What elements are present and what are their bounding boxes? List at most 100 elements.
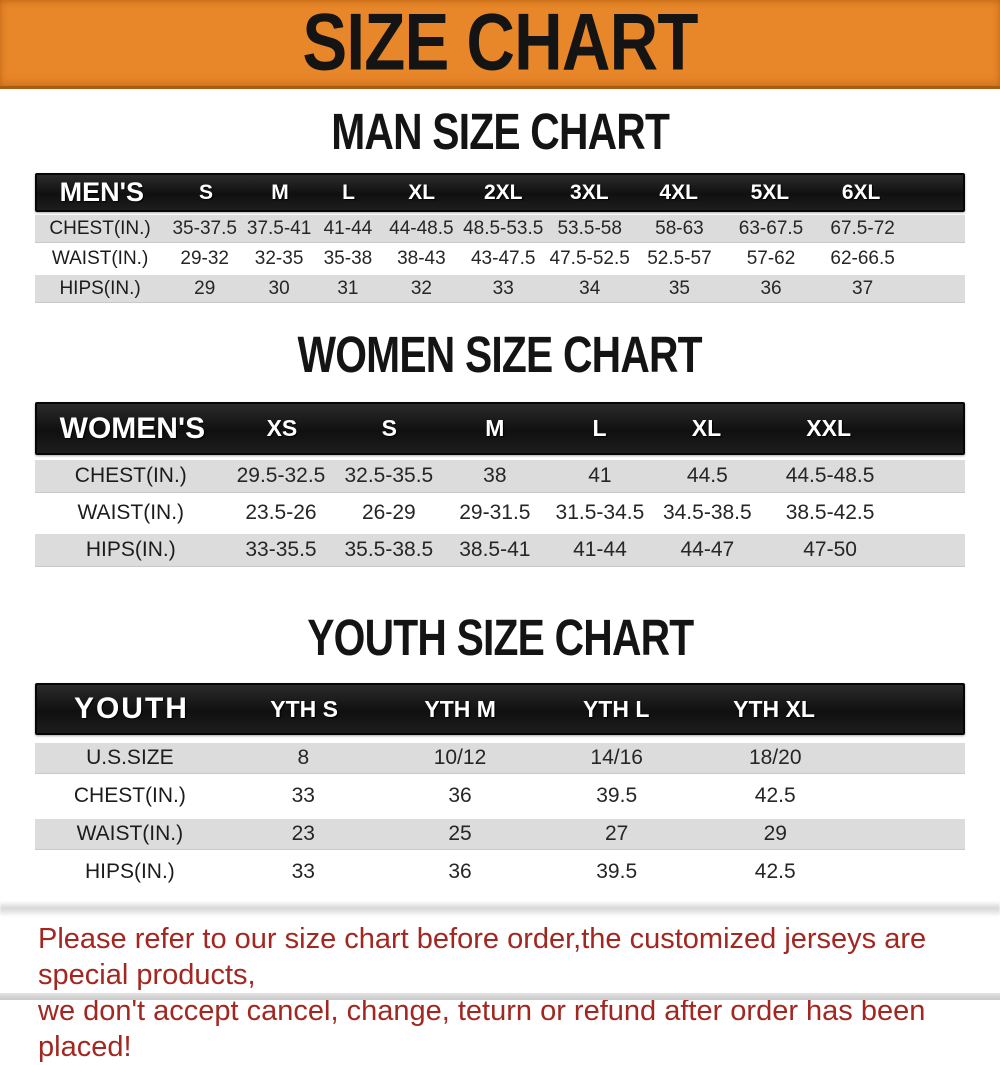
- size-value: 58-63: [655, 217, 704, 239]
- men-chart-title-text: MAN SIZE CHART: [331, 103, 670, 160]
- size-value: 44.5: [686, 464, 728, 487]
- youth-table-header-row: YOUTH YTH S YTH M YTH L YTH XL: [35, 683, 965, 735]
- men-column-header: S: [198, 180, 213, 204]
- men-column-header: XL: [408, 180, 436, 204]
- size-value: 62-66.5: [830, 247, 895, 269]
- size-value: 35-37.5: [172, 217, 237, 239]
- size-value: 37: [852, 277, 874, 299]
- size-value: 31.5-34.5: [555, 501, 645, 524]
- youth-chart-title-text: YOUTH SIZE CHART: [306, 609, 694, 666]
- size-value: 67.5-72: [830, 217, 895, 239]
- men-size-table: MEN'S S M L XL 2XL 3XL 4XL 5XL 6XL CHEST(IN.) 35-37…: [35, 173, 965, 302]
- men-row-waist-in.: WAIST(IN.) 29-32 32-35 35-38 38-43 43-47.5 47.…: [35, 245, 965, 272]
- youth-group-label: YOUTH: [73, 692, 189, 725]
- women-chart-title-text: WOMEN SIZE CHART: [297, 326, 703, 383]
- measurement-label: WAIST(IN.): [77, 501, 185, 524]
- size-chart-banner: SIZE CHART: [0, 0, 1000, 89]
- size-value: 18/20: [748, 746, 802, 769]
- women-column-header: XXL: [806, 415, 852, 441]
- size-value: 44-47: [680, 538, 735, 561]
- men-column-header: 6XL: [841, 180, 881, 204]
- measurement-label: HIPS(IN.): [59, 277, 141, 299]
- size-value: 33: [492, 277, 514, 299]
- women-chart-title: WOMEN SIZE CHART: [0, 326, 1000, 383]
- youth-size-chart-section: YOUTH SIZE CHART YOUTH YTH S YTH M YTH L YTH…: [0, 609, 1000, 887]
- size-value: 34: [579, 277, 601, 299]
- size-value: 32: [410, 277, 432, 299]
- size-value: 63-67.5: [738, 217, 804, 239]
- size-value: 38.5-42.5: [785, 501, 875, 524]
- youth-size-table: YOUTH YTH S YTH M YTH L YTH XL U.S.SIZE 8 10/12…: [35, 683, 965, 887]
- size-value: 36: [760, 277, 782, 299]
- size-value: 29-32: [180, 247, 230, 269]
- size-value: 57-62: [746, 247, 796, 269]
- youth-row-u.s.size: U.S.SIZE 8 10/12 14/16 18/20: [35, 743, 965, 773]
- women-column-header: M: [485, 415, 505, 441]
- size-value: 33: [291, 784, 315, 807]
- youth-row-chest-in.: CHEST(IN.) 33 36 39.5 42.5: [35, 781, 965, 811]
- banner-title: SIZE CHART: [302, 0, 698, 88]
- size-value: 35.5-38.5: [344, 538, 434, 561]
- men-column-header: 2XL: [483, 180, 523, 204]
- men-row-hips-in.: HIPS(IN.) 29 30 31 32 33 34 35 36 37: [35, 275, 965, 302]
- measurement-label: CHEST(IN.): [74, 464, 187, 487]
- men-size-chart-section: MAN SIZE CHART MEN'S S M L XL 2XL 3XL 4XL 5XL 6XL…: [0, 103, 1000, 302]
- table-reflection-band: [0, 901, 1000, 917]
- measurement-label: CHEST(IN.): [49, 217, 151, 239]
- size-value: 29: [194, 277, 216, 299]
- size-value: 48.5-53.5: [463, 217, 544, 239]
- measurement-label: CHEST(IN.): [73, 784, 186, 807]
- disclaimer-line-2: we don't accept cancel, change, teturn o…: [38, 995, 926, 1063]
- size-value: 41-44: [573, 538, 627, 561]
- size-value: 38-43: [397, 247, 446, 269]
- men-table-header-row: MEN'S S M L XL 2XL 3XL 4XL 5XL 6XL: [35, 173, 965, 212]
- size-value: 29.5-32.5: [236, 464, 326, 487]
- women-row-chest-in.: CHEST(IN.) 29.5-32.5 32.5-35.5 38 41 44.5 44.5…: [35, 460, 965, 492]
- size-value: 39.5: [596, 860, 638, 883]
- size-value: 10/12: [433, 746, 487, 769]
- size-value: 32-35: [254, 247, 304, 269]
- size-value: 32.5-35.5: [344, 464, 434, 487]
- youth-column-header: YTH S: [270, 695, 338, 722]
- men-column-header: 4XL: [659, 180, 698, 204]
- disclaimer-line-1: Please refer to our size chart before or…: [38, 923, 927, 991]
- men-group-label: MEN'S: [59, 177, 145, 207]
- women-column-header: XL: [691, 415, 722, 441]
- measurement-label: HIPS(IN.): [85, 538, 176, 561]
- size-value: 38: [483, 464, 507, 487]
- men-chart-title: MAN SIZE CHART: [0, 103, 1000, 160]
- size-value: 42.5: [754, 784, 796, 807]
- size-value: 23.5-26: [245, 501, 317, 524]
- size-value: 29-31.5: [459, 501, 531, 524]
- size-value: 25: [448, 822, 472, 845]
- size-value: 52.5-57: [647, 247, 712, 269]
- size-value: 47.5-52.5: [549, 247, 630, 269]
- size-value: 23: [291, 822, 315, 845]
- size-value: 41-44: [323, 217, 373, 239]
- measurement-label: WAIST(IN.): [51, 247, 149, 269]
- women-group-label: WOMEN'S: [59, 411, 206, 445]
- women-column-header: L: [592, 415, 607, 441]
- youth-row-waist-in.: WAIST(IN.) 23 25 27 29: [35, 819, 965, 849]
- measurement-label: U.S.SIZE: [86, 746, 174, 769]
- men-column-header: 3XL: [570, 180, 609, 204]
- men-column-header: 5XL: [750, 180, 790, 204]
- women-column-header: XS: [266, 415, 298, 441]
- size-value: 36: [448, 860, 472, 883]
- size-value: 39.5: [596, 784, 638, 807]
- men-column-header: L: [342, 180, 355, 204]
- size-value: 35: [668, 277, 690, 299]
- size-value: 43-47.5: [470, 247, 536, 269]
- size-value: 33-35.5: [245, 538, 317, 561]
- women-row-waist-in.: WAIST(IN.) 23.5-26 26-29 29-31.5 31.5-34.5 34…: [35, 497, 965, 529]
- size-value: 29: [763, 822, 787, 845]
- size-value: 33: [291, 860, 315, 883]
- size-value: 14/16: [590, 746, 643, 769]
- youth-chart-title: YOUTH SIZE CHART: [0, 609, 1000, 666]
- women-size-chart-section: WOMEN SIZE CHART WOMEN'S XS S M L XL XXL CHEST(…: [0, 326, 1000, 566]
- youth-column-header: YTH XL: [733, 695, 815, 722]
- size-value: 41: [588, 464, 612, 487]
- size-value: 36: [448, 784, 472, 807]
- youth-column-header: YTH L: [582, 695, 650, 722]
- measurement-label: WAIST(IN.): [76, 822, 184, 845]
